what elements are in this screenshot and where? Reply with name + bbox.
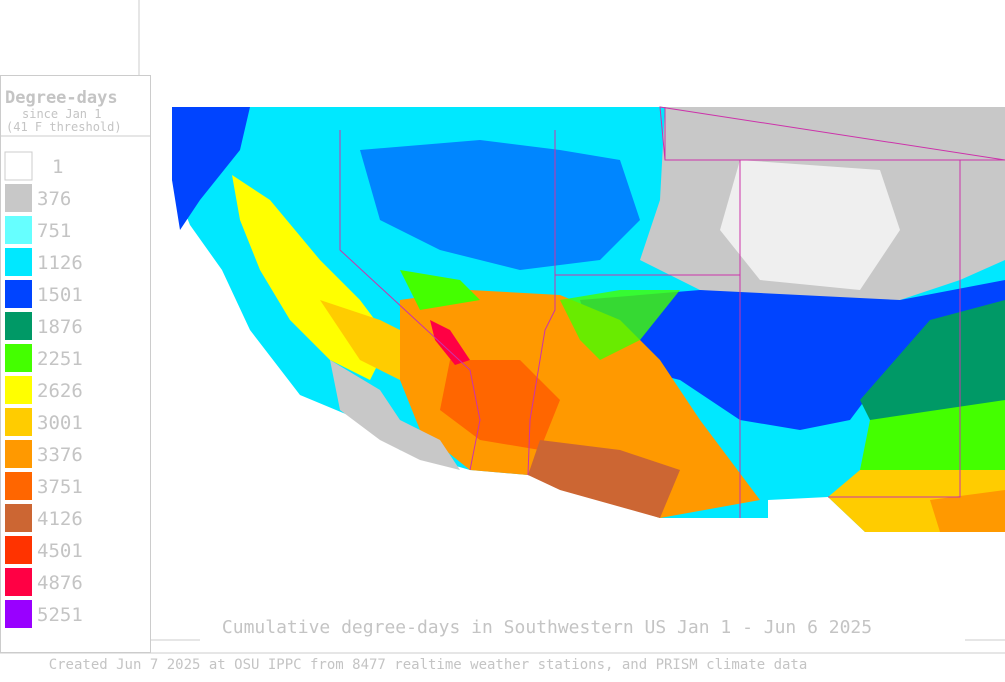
legend-label: 5251 xyxy=(37,604,83,626)
legend-label: 3376 xyxy=(37,444,83,466)
region xyxy=(930,490,1005,532)
region xyxy=(430,320,470,365)
region xyxy=(330,360,460,470)
legend-swatch xyxy=(5,440,32,468)
legend-swatch xyxy=(4,151,33,181)
legend-swatch xyxy=(5,184,32,212)
region xyxy=(400,270,480,310)
legend-swatch xyxy=(5,248,32,276)
legend-label: 2626 xyxy=(37,380,83,402)
map-title: Cumulative degree-days in Southwestern U… xyxy=(222,617,872,638)
legend-label: 376 xyxy=(37,188,71,210)
footer: Created Jun 7 2025 at OSU IPPC from 8477… xyxy=(49,657,808,673)
region xyxy=(860,300,1005,440)
legend-label: 1 xyxy=(52,156,63,178)
map xyxy=(172,106,1005,532)
legend-label: 2251 xyxy=(37,348,83,370)
region xyxy=(560,290,680,360)
legend-subtitle: since Jan 1 xyxy=(22,107,101,121)
legend-swatch xyxy=(5,568,32,596)
legend-label: 3751 xyxy=(37,476,83,498)
legend: 1 376 751 1126 1501 1876 2251 2626 3001 3376 3751 4… xyxy=(4,151,83,628)
legend-label: 3001 xyxy=(37,412,83,434)
legend-label: 4876 xyxy=(37,572,83,594)
region xyxy=(580,280,1005,430)
region xyxy=(400,290,760,518)
legend-label: 4126 xyxy=(37,508,83,530)
state-border xyxy=(339,130,481,471)
legend-swatch xyxy=(5,408,32,436)
legend-label: 1876 xyxy=(37,316,83,338)
legend-swatch xyxy=(5,312,32,340)
legend-title: Degree-days xyxy=(5,88,118,108)
state-border xyxy=(664,107,1005,161)
legend-swatch xyxy=(5,536,32,564)
legend-label: 1126 xyxy=(37,252,83,274)
region xyxy=(528,440,680,518)
state-border xyxy=(527,130,556,476)
region xyxy=(172,107,250,230)
legend-swatch xyxy=(5,376,32,404)
legend-label: 4501 xyxy=(37,540,83,562)
legend-swatch xyxy=(5,504,32,532)
legend-swatch xyxy=(5,472,32,500)
legend-note: (41 F threshold) xyxy=(6,120,122,134)
legend-label: 1501 xyxy=(37,284,83,306)
region xyxy=(360,140,640,270)
legend-swatch xyxy=(5,344,32,372)
legend-swatch xyxy=(5,280,32,308)
state-border xyxy=(828,160,961,498)
legend-swatch xyxy=(5,600,32,628)
region xyxy=(720,160,900,290)
region xyxy=(860,400,1005,480)
legend-swatch xyxy=(5,216,32,244)
legend-label: 751 xyxy=(37,220,71,242)
region xyxy=(320,300,420,380)
